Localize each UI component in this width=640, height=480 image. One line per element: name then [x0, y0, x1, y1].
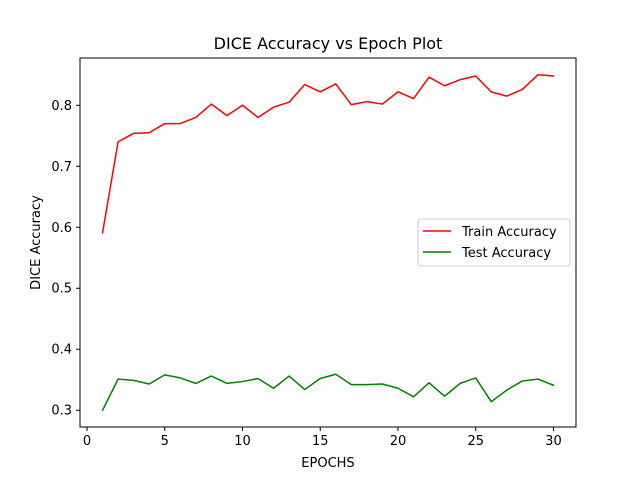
y-tick-label: 0.8: [51, 99, 72, 114]
x-tick-label: 10: [234, 434, 251, 449]
legend-label-test: Test Accuracy: [461, 246, 551, 261]
legend: Train Accuracy Test Accuracy: [417, 218, 571, 267]
y-tick-label: 0.4: [51, 343, 72, 358]
x-tick-label: 30: [545, 434, 562, 449]
plot-frame: [79, 57, 577, 428]
y-tick-label: 0.6: [51, 221, 72, 236]
x-axis-title: EPOCHS: [301, 456, 354, 471]
legend-box: [417, 218, 571, 267]
legend-label-train: Train Accuracy: [461, 225, 557, 240]
x-tick-label: 15: [312, 434, 329, 449]
y-axis-title: DICE Accuracy: [29, 195, 44, 290]
series-line-test: [101, 373, 555, 412]
x-tick-label: 20: [390, 434, 407, 449]
chart-title: DICE Accuracy vs Epoch Plot: [214, 34, 443, 53]
x-axis: 0 5 10 15 20 25 30: [83, 427, 562, 449]
x-tick-label: 0: [83, 434, 91, 449]
series-layer: [101, 74, 555, 412]
series-line-train: [101, 74, 555, 234]
y-tick-label: 0.3: [51, 404, 72, 419]
y-tick-label: 0.7: [51, 160, 72, 175]
x-tick-label: 5: [161, 434, 169, 449]
y-tick-label: 0.5: [51, 282, 72, 297]
y-axis: 0.3 0.4 0.5 0.6 0.7 0.8: [51, 99, 80, 419]
x-tick-label: 25: [467, 434, 484, 449]
